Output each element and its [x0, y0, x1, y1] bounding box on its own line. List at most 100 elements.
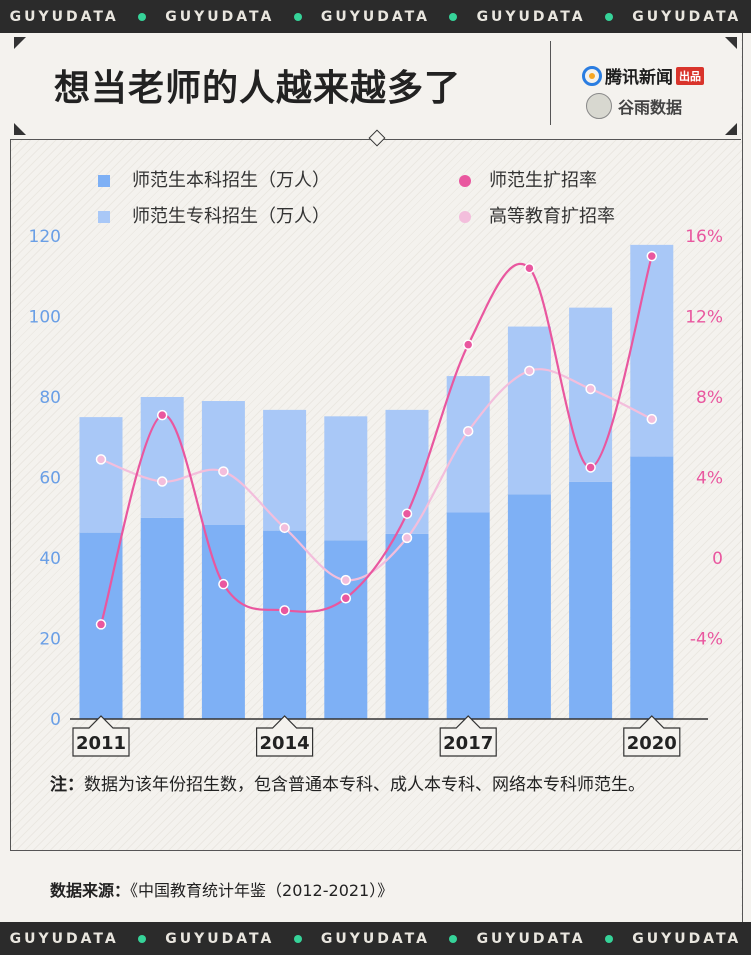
bar-college: [263, 409, 307, 531]
higher-rate-point: [646, 413, 658, 425]
brand-primary: 腾讯新闻 出品: [582, 63, 704, 88]
band-word: GUYUDATA: [320, 930, 430, 947]
higher-rate-line: [100, 368, 653, 582]
legend-item-higher-rate: 高等教育扩招率: [459, 202, 615, 228]
normal-rate-point: [585, 462, 596, 473]
higher-rate-point: [585, 383, 596, 395]
legend-swatch-higher-rate: [459, 211, 471, 223]
source-label: 数据来源：: [50, 881, 131, 900]
normal-rate-point: [95, 619, 107, 630]
band-word: GUYUDATA: [320, 8, 430, 25]
right-axis-tick-label: 8%: [696, 388, 723, 408]
header-divider: [550, 41, 551, 125]
legend-label-bachelor: 师范生本科招生（万人）: [132, 170, 330, 191]
legend-swatch-college: [98, 211, 110, 223]
band-word: GUYUDATA: [165, 930, 275, 947]
legend-swatch-bachelor: [98, 175, 110, 187]
guyu-logo-icon: [586, 93, 612, 119]
band-word: GUYUDATA: [9, 8, 119, 25]
legend-label-college: 师范生专科招生（万人）: [132, 206, 330, 227]
normal-rate-point: [646, 250, 658, 262]
legend-item-college: 师范生专科招生（万人）: [98, 202, 330, 228]
band-word: GUYUDATA: [632, 930, 742, 947]
higher-rate-point: [401, 532, 413, 544]
band-dot-icon: [449, 934, 458, 943]
left-axis-tick-label: 60: [39, 469, 61, 489]
higher-rate-point: [462, 425, 474, 437]
bar-bachelor: [140, 517, 184, 719]
source-text: 《中国教育统计年鉴（2012-2021）》: [130, 881, 394, 900]
corner-mark-icon: [725, 123, 737, 135]
band-dot-icon: [604, 12, 613, 21]
left-axis-tick-label: 120: [29, 227, 61, 247]
left-axis-tick-label: 80: [39, 388, 61, 408]
left-axis-tick-label: 40: [39, 549, 61, 569]
higher-rate-point: [340, 574, 352, 586]
bar-college: [446, 376, 490, 513]
bar-bachelor: [263, 530, 307, 719]
band-dot-icon: [137, 12, 146, 21]
bar-college: [324, 416, 368, 541]
corner-mark-icon: [14, 37, 26, 49]
brand-secondary-name: 谷雨数据: [618, 98, 683, 117]
corner-mark-icon: [725, 37, 737, 49]
bar-bachelor: [630, 456, 674, 719]
x-tick-label: 2020: [627, 733, 677, 754]
normal-rate-point: [340, 593, 352, 604]
chart-frame: [10, 33, 743, 922]
bar-bachelor: [446, 512, 490, 719]
brand-primary-tag: 出品: [676, 66, 704, 85]
x-tick-label: 2011: [76, 733, 126, 754]
bar-college: [507, 326, 551, 495]
header: 想当老师的人越来越多了 腾讯新闻 出品 谷雨数据: [10, 33, 741, 140]
footer-divider: [10, 850, 741, 851]
top-brand-band: GUYUDATA GUYUDATA GUYUDATA GUYUDATA GUYU…: [0, 0, 751, 33]
bar-college: [201, 401, 245, 525]
chart-note: 注：数据为该年份招生数，包含普通本专科、成人本专科、网络本专科师范生。: [50, 772, 710, 799]
bar-college: [79, 417, 123, 533]
normal-rate-point: [462, 339, 474, 350]
x-tick-label: 2017: [443, 733, 493, 754]
band-dot-icon: [604, 934, 613, 943]
higher-rate-point: [279, 522, 290, 534]
x-tick-plate: [256, 715, 314, 757]
legend-item-bachelor: 师范生本科招生（万人）: [98, 166, 330, 192]
brand-primary-name: 腾讯新闻: [605, 68, 673, 88]
legend-item-normal-rate: 师范生扩招率: [459, 166, 597, 192]
bar-college: [630, 244, 674, 457]
brand-secondary: 谷雨数据: [586, 93, 682, 119]
right-axis-tick-label: 12%: [685, 308, 723, 328]
note-label: 注：: [50, 775, 84, 795]
source-section: 数据来源：《中国教育统计年鉴（2012-2021）》: [10, 851, 741, 922]
bar-bachelor: [385, 533, 429, 719]
right-axis-tick-label: 16%: [685, 227, 723, 247]
higher-rate-point: [95, 454, 107, 465]
source-line: 数据来源：《中国教育统计年鉴（2012-2021）》: [50, 877, 393, 901]
tencent-news-logo-icon: [582, 65, 602, 86]
band-dot-icon: [293, 12, 302, 21]
note-text: 数据为该年份招生数，包含普通本专科、成人本专科、网络本专科师范生。: [84, 775, 645, 795]
legend-label-normal-rate: 师范生扩招率: [489, 170, 597, 191]
legend-swatch-normal-rate: [459, 175, 471, 187]
bar-bachelor: [569, 481, 613, 719]
page-title: 想当老师的人越来越多了: [54, 68, 462, 109]
left-axis-tick-label: 0: [50, 710, 61, 730]
band-word: GUYUDATA: [476, 930, 586, 947]
left-axis-tick-label: 100: [29, 308, 61, 328]
band-word: GUYUDATA: [165, 8, 275, 25]
bar-bachelor: [324, 540, 368, 719]
bottom-brand-band: GUYUDATA GUYUDATA GUYUDATA GUYUDATA GUYU…: [0, 922, 751, 955]
higher-rate-point: [156, 476, 168, 487]
normal-rate-line: [99, 255, 653, 625]
band-word: GUYUDATA: [476, 8, 586, 25]
band-dot-icon: [449, 12, 458, 21]
normal-rate-point: [524, 262, 535, 274]
band-word: GUYUDATA: [632, 8, 742, 25]
right-axis-tick-label: 0: [712, 549, 723, 569]
right-axis-tick-label: -4%: [690, 630, 723, 650]
x-tick-plate: [439, 715, 497, 757]
higher-rate-point: [218, 466, 229, 477]
normal-rate-point: [218, 578, 229, 590]
normal-rate-point: [156, 409, 168, 421]
